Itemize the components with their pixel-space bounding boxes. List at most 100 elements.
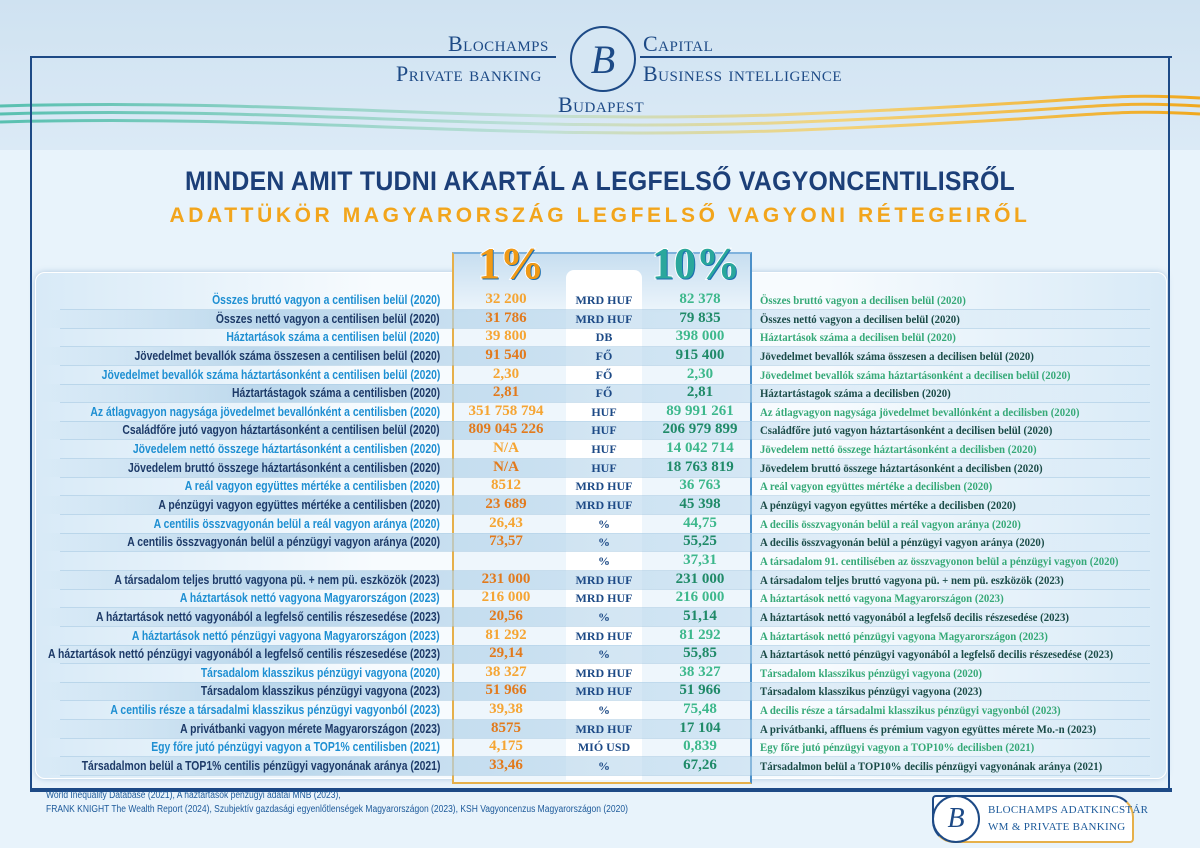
row-label-top1: A centilis része a társadalmi klasszikus… xyxy=(110,702,440,718)
column-header-top1: 1% xyxy=(477,238,545,289)
row-label-top1: Háztartások száma a centilisen belül (20… xyxy=(226,329,440,345)
value-top1: 91 540 xyxy=(485,346,527,363)
badge-logo: B xyxy=(932,795,980,843)
row-label-top1: Összes nettó vagyon a centilisen belül (… xyxy=(216,310,440,326)
value-top10: 89 991 261 xyxy=(666,402,734,419)
badge-line-1: BLOCHAMPS ADATKINCSTÁR xyxy=(988,804,1149,816)
value-top1: 809 045 226 xyxy=(468,421,544,438)
unit-label: % xyxy=(598,535,610,550)
value-top1: 8512 xyxy=(491,477,521,494)
value-top1: 23 689 xyxy=(485,496,527,513)
value-top10: 55,85 xyxy=(683,645,717,662)
table-row: Háztartástagok száma a centilisben (2020… xyxy=(40,384,1160,404)
row-label-top1: A reál vagyon együttes mértéke a centili… xyxy=(184,478,440,494)
value-top1: N/A xyxy=(493,440,519,457)
unit-label: MRD HUF xyxy=(575,665,633,680)
row-label-top1: Jövedelem bruttó összege háztartásonként… xyxy=(127,459,440,475)
row-label-top1: A háztartások nettó vagyonából a legfels… xyxy=(95,608,440,624)
table-row: A pénzügyi vagyon együttes mértéke a cen… xyxy=(40,496,1160,516)
sources-line-2: FRANK KNIGHT The Wealth Report (2024), S… xyxy=(46,804,628,815)
brand-business-intelligence: Business intelligence xyxy=(643,61,842,86)
value-top1: 39 800 xyxy=(485,328,527,345)
brand-blochamps: Blochamps xyxy=(448,31,549,56)
table-row: A centilis összvagyonán belül a reál vag… xyxy=(40,515,1160,534)
brand-capital: Capital xyxy=(643,31,714,56)
table-row: Háztartások száma a centilisen belül (20… xyxy=(40,328,1160,348)
value-top10: 17 104 xyxy=(679,719,721,736)
value-top1: 33,46 xyxy=(489,757,523,773)
badge-line-2: WM & PRIVATE BANKING xyxy=(988,821,1126,833)
value-top10: 81 292 xyxy=(679,626,721,643)
table-row: A privátbanki vagyon mérete Magyarország… xyxy=(40,719,1160,739)
value-top10: 45 398 xyxy=(679,496,721,513)
row-label-top10: A pénzügyi vagyon együttes mértéke a dec… xyxy=(760,498,1016,513)
value-top1: 81 292 xyxy=(485,626,527,643)
value-top10: 51,14 xyxy=(683,607,717,624)
value-top1: 38 327 xyxy=(485,663,527,680)
value-top1: 2,30 xyxy=(492,365,520,382)
adatkincstar-badge: B BLOCHAMPS ADATKINCSTÁR WM & PRIVATE BA… xyxy=(932,795,1148,843)
table-row: Jövedelem bruttó összege háztartásonként… xyxy=(40,458,1160,478)
row-label-top1: Társadalmon belül a TOP1% centilis pénzü… xyxy=(81,758,440,773)
unit-label: MRD HUF xyxy=(575,684,633,699)
blochamps-logo: B xyxy=(570,26,636,92)
row-label-top10: Családfőre jutó vagyon háztartásonként a… xyxy=(760,423,1053,438)
table-row: A háztartások nettó pénzügyi vagyona Mag… xyxy=(40,626,1160,646)
unit-label: MRD HUF xyxy=(575,479,633,494)
row-label-top10: A decilis összvagyonán belül a reál vagy… xyxy=(760,516,1021,531)
value-top10: 51 966 xyxy=(679,682,721,699)
table-row: Jövedelem nettó összege háztartásonként … xyxy=(40,440,1160,460)
value-top10: 0,839 xyxy=(683,738,717,755)
table-row: Összes bruttó vagyon a centilisen belül … xyxy=(40,291,1160,310)
frame-divider xyxy=(640,56,1172,58)
row-label-top1: Jövedelem nettó összege háztartásonként … xyxy=(132,441,440,457)
value-top1: 351 758 794 xyxy=(468,402,544,419)
row-label-top1: Társadalom klasszikus pénzügyi vagyona (… xyxy=(200,683,440,699)
value-top10: 67,26 xyxy=(683,757,717,773)
unit-label: % xyxy=(598,759,610,773)
frame-divider xyxy=(30,788,1172,792)
value-top10: 55,25 xyxy=(683,533,717,550)
value-top1: 73,57 xyxy=(489,533,523,550)
unit-label: % xyxy=(598,553,610,568)
table-row: Összes nettó vagyon a centilisen belül (… xyxy=(40,309,1160,329)
row-label-top10: A decilis összvagyonán belül a pénzügyi … xyxy=(760,535,1045,550)
brand-private-banking: Private banking xyxy=(396,61,542,86)
brand-budapest: Budapest xyxy=(558,92,645,117)
value-top1: 2,81 xyxy=(492,384,520,401)
row-label-top1: A háztartások nettó pénzügyi vagyonából … xyxy=(47,646,440,662)
value-top10: 38 327 xyxy=(679,663,721,680)
page-title: MINDEN AMIT TUDNI AKARTÁL A LEGFELSŐ VAG… xyxy=(184,166,1016,196)
unit-label: % xyxy=(598,647,610,662)
table-row: Társadalmon belül a TOP1% centilis pénzü… xyxy=(40,757,1160,776)
unit-label: MRD HUF xyxy=(575,628,633,643)
value-top10: 915 400 xyxy=(675,346,725,363)
unit-label: MRD HUF xyxy=(575,293,633,307)
table-row: A háztartások nettó vagyona Magyarország… xyxy=(40,589,1160,609)
unit-label: MRD HUF xyxy=(575,311,633,326)
row-label-top1: Egy főre jutó pénzügyi vagyon a TOP1% ce… xyxy=(151,739,440,755)
value-top1: 51 966 xyxy=(485,682,527,699)
table-row: A reál vagyon együttes mértéke a centili… xyxy=(40,477,1160,497)
unit-label: HUF xyxy=(591,460,617,475)
row-label-top1: A háztartások nettó vagyona Magyarország… xyxy=(180,590,440,606)
value-top1: 216 000 xyxy=(481,589,531,606)
value-top1: 231 000 xyxy=(481,570,531,587)
value-top10: 79 835 xyxy=(679,309,721,326)
unit-label: % xyxy=(598,609,610,624)
row-label-top10: Jövedelem bruttó összege háztartásonként… xyxy=(760,460,1043,475)
value-top1: 31 786 xyxy=(485,309,527,326)
value-top1: 32 200 xyxy=(485,291,527,307)
unit-label: % xyxy=(598,703,610,718)
row-label-top10: A háztartások nettó pénzügyi vagyona Mag… xyxy=(760,628,1048,643)
row-label-top1: A centilis összvagyonán belül a pénzügyi… xyxy=(127,534,440,550)
row-label-top10: Az átlagvagyon nagysága jövedelmet beval… xyxy=(760,404,1080,419)
unit-label: MRD HUF xyxy=(575,498,633,513)
row-label-top10: A privátbanki, affluens és prémium vagyo… xyxy=(760,721,1097,736)
value-top10: 36 763 xyxy=(679,477,721,494)
row-label-top10: Jövedelmet bevallók száma háztartásonkén… xyxy=(760,367,1071,382)
page-subtitle: ADATTÜKÖR MAGYARORSZÁG LEGFELSŐ VAGYONI … xyxy=(169,204,1031,227)
sources-line-1: World Inequality Database (2021), A házt… xyxy=(46,790,341,801)
value-top10: 82 378 xyxy=(679,291,721,307)
unit-label: MRD HUF xyxy=(575,721,633,736)
